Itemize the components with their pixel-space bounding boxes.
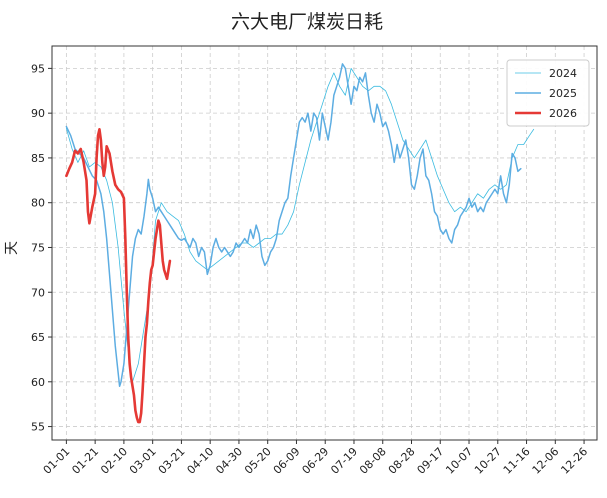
y-tick-label: 55 [31, 421, 45, 434]
y-tick-label: 65 [31, 331, 45, 344]
legend-label: 2024 [549, 67, 577, 80]
legend-label: 2025 [549, 87, 577, 100]
x-tick-label: 06-09 [271, 445, 303, 477]
x-tick-label: 06-29 [300, 445, 332, 477]
chart-title: 六大电厂煤炭日耗 [231, 11, 383, 33]
x-tick-label: 08-28 [386, 445, 418, 477]
x-tick-label: 12-06 [530, 445, 562, 477]
y-tick-label: 60 [31, 376, 45, 389]
x-tick-label: 10-07 [443, 445, 475, 477]
series-line-2024 [65, 67, 535, 383]
y-tick-label: 95 [31, 62, 45, 75]
x-axis-ticks: 01-0101-2102-1003-0103-2104-1004-3005-20… [41, 440, 590, 477]
series-line-2026 [65, 127, 172, 424]
x-tick-label: 08-08 [357, 445, 389, 477]
y-tick-label: 75 [31, 241, 45, 254]
y-tick-label: 70 [31, 286, 45, 299]
x-tick-label: 05-20 [242, 445, 274, 477]
y-tick-label: 90 [31, 107, 45, 120]
legend-label: 2026 [549, 107, 577, 120]
x-tick-label: 02-10 [98, 445, 130, 477]
series-line-2025 [65, 63, 522, 388]
plot-frame [51, 45, 598, 441]
x-tick-label: 04-30 [213, 445, 245, 477]
x-tick-label: 11-16 [501, 445, 533, 477]
x-tick-label: 12-26 [558, 445, 590, 477]
y-tick-label: 85 [31, 152, 45, 165]
grid-lines [52, 46, 597, 440]
x-tick-label: 01-21 [69, 445, 101, 477]
series-layer [65, 63, 535, 424]
y-axis-ticks: 55 60 65 70 75 80 85 90 95 [31, 62, 52, 434]
x-tick-label: 10-27 [472, 445, 504, 477]
y-axis-label: 天 [4, 241, 20, 255]
legend: 2024 2025 2026 [506, 59, 590, 127]
x-tick-label: 03-01 [127, 445, 159, 477]
x-tick-label: 09-17 [415, 445, 447, 477]
y-tick-label: 80 [31, 197, 45, 210]
x-tick-label: 04-10 [185, 445, 217, 477]
x-tick-label: 01-01 [41, 445, 73, 477]
x-tick-label: 03-21 [156, 445, 188, 477]
legend-box [506, 59, 590, 127]
x-tick-label: 07-19 [328, 445, 360, 477]
